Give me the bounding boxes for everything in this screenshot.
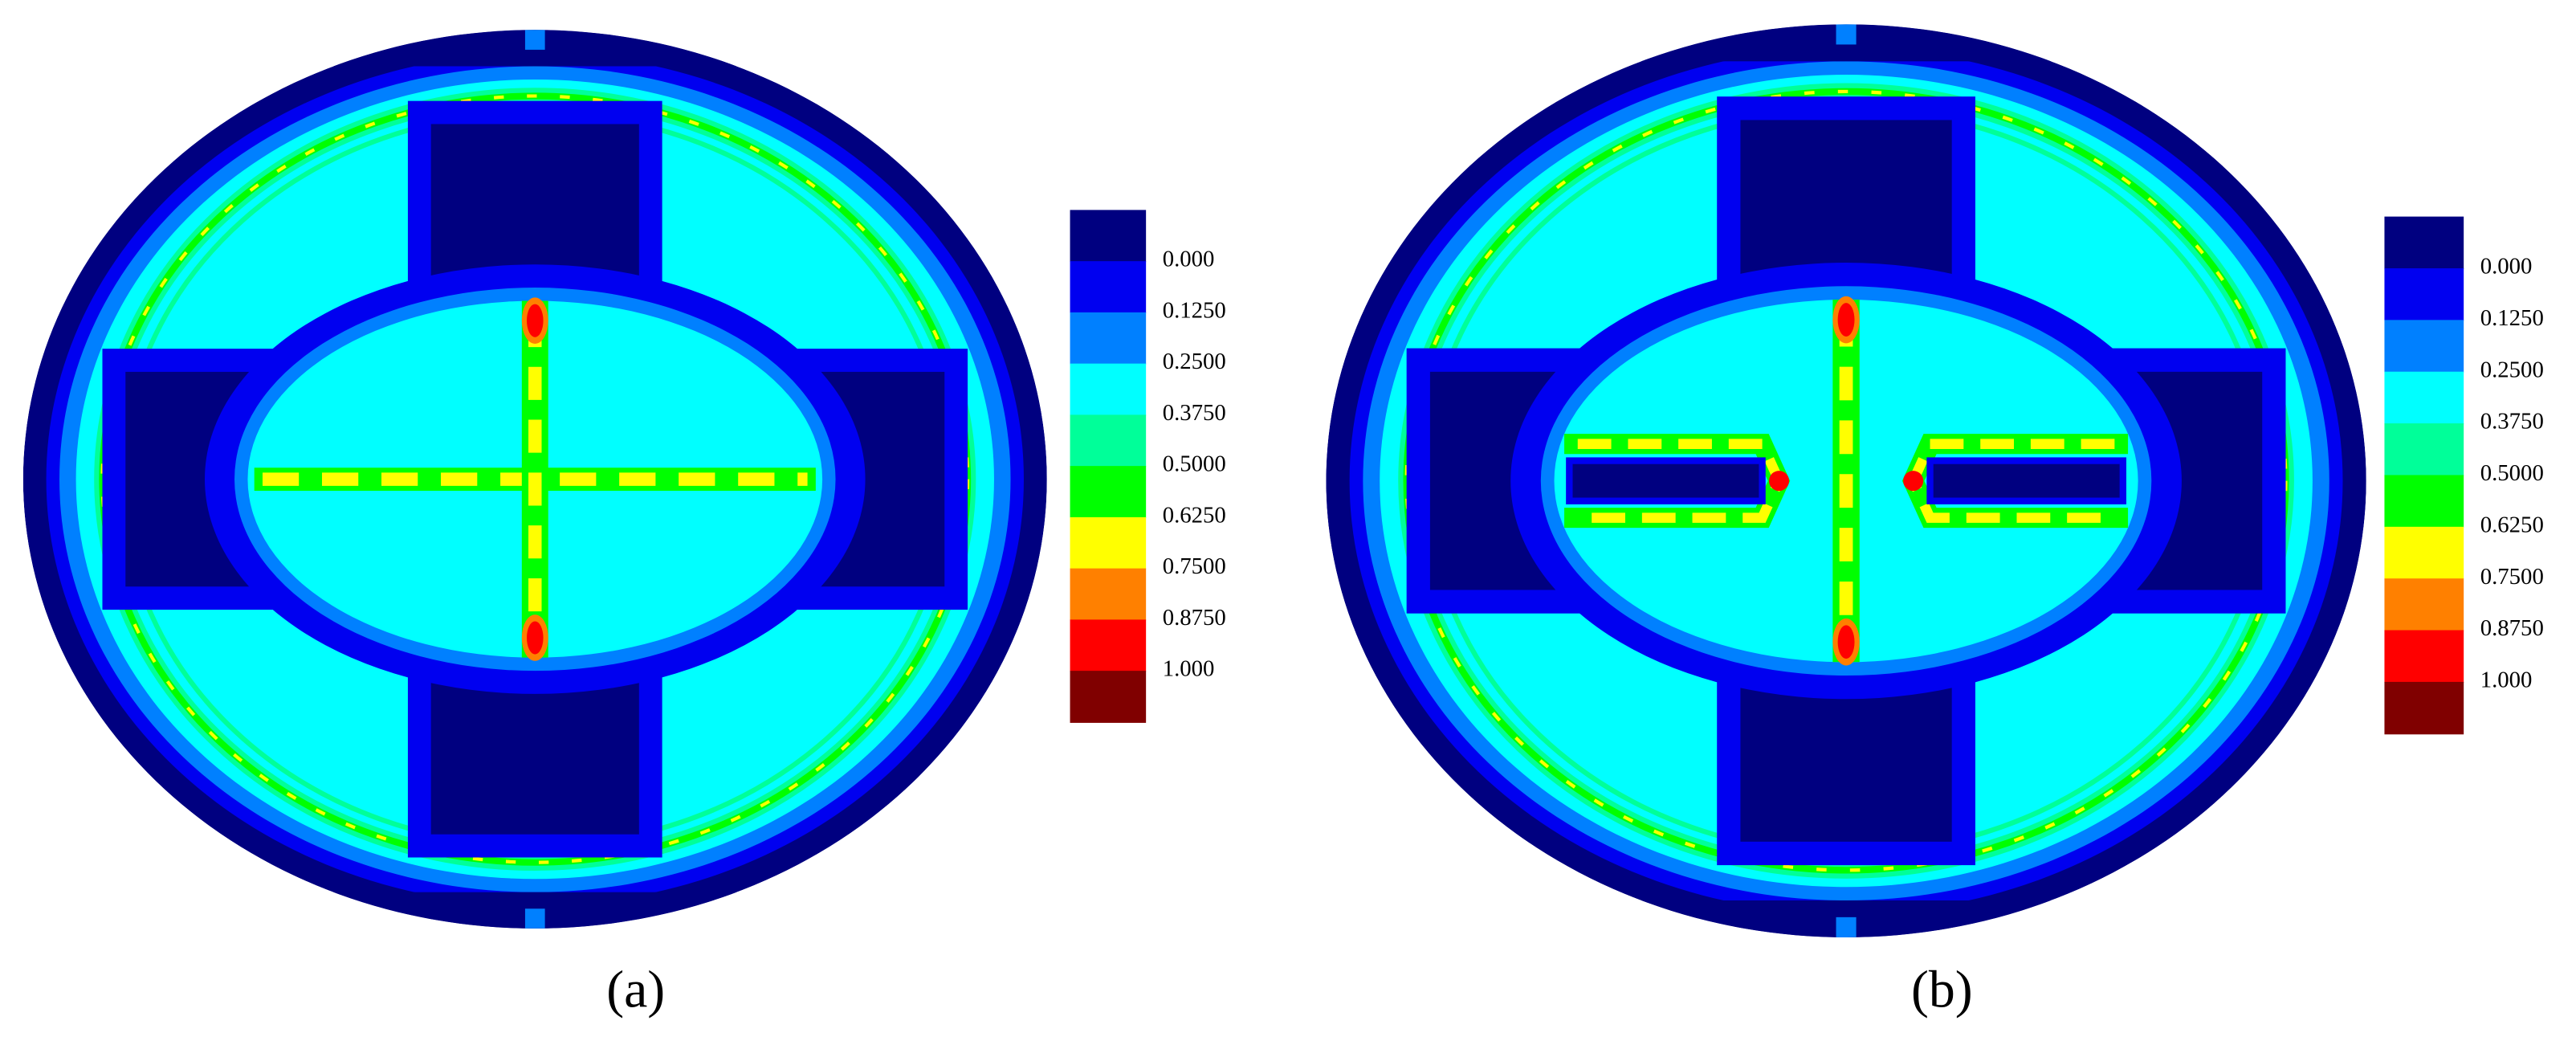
colorbar-tick-label: 1.000 bbox=[2480, 667, 2533, 693]
colorbar-tick-label: 0.1250 bbox=[1163, 298, 1226, 324]
colorbar-tick-label: 0.8750 bbox=[2480, 615, 2544, 641]
colorbar-tick-label: 0.6250 bbox=[1163, 502, 1226, 528]
colorbar-block bbox=[1070, 568, 1147, 621]
colorbar-tick-label: 0.3750 bbox=[1163, 400, 1226, 426]
colorbar-block bbox=[1070, 312, 1147, 365]
colorbar-block bbox=[2384, 475, 2464, 528]
colorbar-block bbox=[1070, 261, 1147, 313]
colorbar-block bbox=[1070, 210, 1147, 263]
colorbar-block bbox=[2384, 681, 2464, 735]
colorbar-block bbox=[1070, 363, 1147, 416]
caption: (b) bbox=[1911, 960, 1973, 1019]
colorbar-block bbox=[2384, 578, 2464, 631]
panel-b bbox=[1326, 0, 2366, 984]
contour-band bbox=[1564, 434, 2129, 529]
colorbar: 0.000 0.1250 0.2500 0.3750 0.5000 0.6250 0.750… bbox=[1070, 210, 1226, 723]
colorbar-tick-label: 0.6250 bbox=[2480, 512, 2544, 537]
colorbar-tick-label: 0.3750 bbox=[2480, 409, 2544, 435]
colorbar-tick-label: 0.8750 bbox=[1163, 605, 1226, 631]
colorbar-tick-label: 0.000 bbox=[2480, 254, 2533, 280]
colorbar-tick-label: 0.000 bbox=[1163, 247, 1215, 272]
colorbar-block bbox=[2384, 216, 2464, 270]
colorbar-block bbox=[2384, 526, 2464, 580]
caption: (a) bbox=[606, 960, 665, 1019]
colorbar: 0.000 0.1250 0.2500 0.3750 0.5000 0.6250 0.750… bbox=[2384, 216, 2544, 735]
colorbar-block bbox=[1070, 516, 1147, 569]
colorbar-block bbox=[1070, 414, 1147, 467]
colorbar-block bbox=[2384, 371, 2464, 425]
colorbar-block bbox=[2384, 630, 2464, 683]
panel-a bbox=[23, 0, 1047, 975]
colorbar-block bbox=[2384, 320, 2464, 373]
colorbar-block bbox=[1070, 619, 1147, 672]
colorbar-tick-label: 0.7500 bbox=[1163, 553, 1226, 579]
contour-band bbox=[1832, 296, 1859, 666]
colorbar-block bbox=[2384, 267, 2464, 321]
colorbar-tick-label: 0.5000 bbox=[1163, 451, 1226, 477]
colorbar-block bbox=[1070, 466, 1147, 518]
contour-band bbox=[522, 297, 548, 660]
colorbar-tick-label: 0.2500 bbox=[1163, 349, 1226, 374]
colorbar-tick-label: 0.2500 bbox=[2480, 357, 2544, 382]
colorbar-block bbox=[2384, 423, 2464, 476]
colorbar-tick-label: 0.7500 bbox=[2480, 564, 2544, 590]
colorbar-tick-label: 0.1250 bbox=[2480, 305, 2544, 331]
colorbar-tick-label: 0.5000 bbox=[2480, 460, 2544, 486]
colorbar-tick-label: 1.000 bbox=[1163, 656, 1215, 682]
colorbar-block bbox=[1070, 671, 1147, 723]
